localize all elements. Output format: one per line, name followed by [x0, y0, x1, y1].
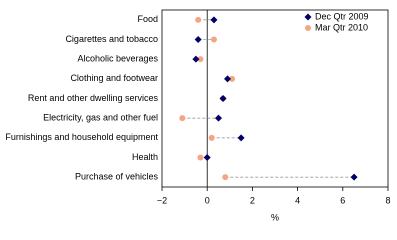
y-tick-label: Purchase of vehicles: [75, 172, 159, 182]
dot: [179, 115, 186, 122]
legend-label: Mar Qtr 2010: [315, 22, 368, 32]
x-tick-label: −2: [157, 195, 167, 205]
x-tick-label: 4: [295, 195, 300, 205]
y-tick-label: Electricity, gas and other fuel: [43, 113, 158, 123]
y-tick-label: Clothing and footwear: [70, 73, 158, 83]
dot: [192, 55, 200, 63]
dot: [237, 134, 245, 142]
dot: [350, 173, 358, 181]
y-tick-label: Rent and other dwelling services: [28, 93, 159, 103]
dot: [229, 75, 236, 82]
y-tick-label: Health: [132, 152, 158, 162]
dot: [219, 95, 227, 102]
page: {"chart_data": {"type": "dot", "categori…: [5, 9, 391, 223]
dot: [208, 134, 215, 141]
y-tick-label: Alcoholic beverages: [77, 54, 158, 64]
dot: [304, 13, 312, 21]
y-tick-label: Food: [137, 14, 158, 24]
x-tick-label: 0: [205, 195, 210, 205]
x-tick-label: 6: [340, 195, 345, 205]
dot: [197, 56, 204, 63]
dot: [210, 16, 218, 24]
dot: [222, 174, 229, 181]
plot-frame: [161, 9, 389, 188]
dot: [195, 16, 202, 23]
x-tick-label: 2: [250, 195, 255, 205]
dot: [210, 36, 217, 43]
chart: % −2 0 2 4 6 8 Food Cigarettes and tobacco Alcoh…: [5, 9, 391, 222]
dot: [203, 154, 211, 161]
y-tick-label: Furnishings and household equipment: [5, 132, 158, 142]
x-axis-label: %: [271, 212, 279, 222]
x-tick-label: 8: [385, 195, 390, 205]
dot: [224, 75, 232, 83]
dot: [197, 154, 204, 161]
legend-label: Dec Qtr 2009: [315, 11, 369, 21]
dot: [194, 36, 202, 43]
y-tick-label: Cigarettes and tobacco: [65, 34, 158, 44]
dot: [305, 25, 311, 31]
dot: [215, 114, 222, 122]
